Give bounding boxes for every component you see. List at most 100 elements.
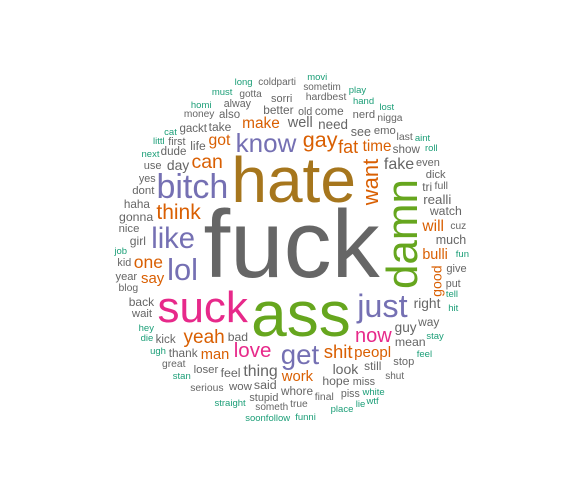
cloud-word-still: still xyxy=(364,358,382,373)
cloud-word-can: can xyxy=(191,150,223,173)
cloud-word-sometim: sometim xyxy=(303,81,341,93)
cloud-word-homi: homi xyxy=(190,99,212,111)
cloud-word-watch: watch xyxy=(429,204,462,219)
cloud-word-play: play xyxy=(348,84,367,96)
cloud-word-work: work xyxy=(281,368,314,385)
cloud-word-gackt: gackt xyxy=(179,123,207,136)
cloud-word-last: last xyxy=(396,130,413,143)
cloud-word-good: good xyxy=(429,265,446,297)
cloud-word-now: now xyxy=(355,324,392,347)
cloud-word-love: love xyxy=(233,339,272,363)
cloud-word-better: better xyxy=(263,102,294,117)
cloud-word-said: said xyxy=(253,377,277,392)
cloud-word-wtf: wtf xyxy=(366,396,379,408)
cloud-word-nerd: nerd xyxy=(352,108,376,121)
cloud-word-gotta: gotta xyxy=(239,88,262,100)
cloud-word-die: die xyxy=(140,333,154,345)
cloud-word-wow: wow xyxy=(228,381,252,393)
cloud-word-girl: girl xyxy=(129,233,146,248)
cloud-word-feel: feel xyxy=(220,365,241,380)
cloud-word-year: year xyxy=(115,270,138,283)
cloud-word-much: much xyxy=(435,233,467,248)
cloud-word-hope: hope xyxy=(322,374,350,389)
cloud-word-get: get xyxy=(280,339,320,371)
cloud-word-got: got xyxy=(208,131,231,149)
cloud-word-final: final xyxy=(314,391,334,403)
cloud-word-right: right xyxy=(413,295,441,311)
cloud-word-old: old xyxy=(298,106,313,119)
cloud-word-will: will xyxy=(422,218,445,236)
cloud-word-kick: kick xyxy=(155,332,176,346)
cloud-word-well: well xyxy=(287,115,313,132)
cloud-word-way: way xyxy=(418,314,440,329)
cloud-word-bitch: bitch xyxy=(156,168,229,207)
cloud-word-gonna: gonna xyxy=(118,209,154,224)
cloud-word-piss: piss xyxy=(340,387,360,400)
cloud-word-think: think xyxy=(156,200,201,224)
cloud-word-take: take xyxy=(208,119,232,134)
cloud-word-thing: thing xyxy=(243,362,278,380)
cloud-word-hey: hey xyxy=(138,323,154,335)
cloud-word-just: just xyxy=(357,287,408,324)
cloud-word-time: time xyxy=(362,138,392,156)
cloud-word-dude: dude xyxy=(160,146,187,159)
cloud-word-whore: whore xyxy=(281,384,313,398)
cloud-word-cat: cat xyxy=(164,127,177,139)
cloud-word-come: come xyxy=(314,104,344,118)
cloud-word-tri: tri xyxy=(422,180,433,195)
cloud-word-fun: fun xyxy=(455,249,469,261)
cloud-word-nice: nice xyxy=(118,223,140,236)
cloud-word-peopl: peopl xyxy=(354,344,392,362)
cloud-word-damn: damn xyxy=(377,179,427,290)
cloud-word-full: full xyxy=(434,180,448,193)
cloud-word-littl: littl xyxy=(153,135,165,147)
cloud-word-want: want xyxy=(357,158,383,206)
cloud-word-guy: guy xyxy=(394,320,417,336)
cloud-word-sorri: sorri xyxy=(271,93,293,106)
cloud-word-also: also xyxy=(219,109,241,122)
cloud-word-shit: shit xyxy=(323,341,353,363)
cloud-word-gay: gay xyxy=(302,128,338,153)
cloud-word-day: day xyxy=(166,157,190,174)
cloud-word-hate: hate xyxy=(231,143,356,216)
cloud-word-aint: aint xyxy=(414,133,431,145)
cloud-word-bad: bad xyxy=(227,330,249,345)
cloud-word-yes: yes xyxy=(138,173,156,186)
cloud-word-realli: realli xyxy=(423,191,452,207)
cloud-word-blog: blog xyxy=(118,283,139,295)
cloud-word-life: life xyxy=(190,138,206,153)
cloud-word-yeah: yeah xyxy=(183,326,225,348)
cloud-word-feel: feel xyxy=(416,348,433,360)
cloud-word-hand: hand xyxy=(352,96,375,108)
cloud-word-give: give xyxy=(446,262,467,275)
cloud-word-put: put xyxy=(445,277,461,290)
cloud-word-show: show xyxy=(392,142,420,156)
cloud-word-fuck: fuck xyxy=(203,191,380,299)
cloud-word-movi: movi xyxy=(307,72,328,84)
cloud-word-miss: miss xyxy=(352,375,376,388)
cloud-word-wait: wait xyxy=(131,307,153,320)
cloud-word-lol: lol xyxy=(167,251,198,287)
cloud-word-job: job xyxy=(114,245,128,257)
cloud-word-straight: straight xyxy=(214,398,246,410)
cloud-word-stupid: stupid xyxy=(249,392,279,405)
cloud-word-lie: lie xyxy=(355,399,366,411)
cloud-word-serious: serious xyxy=(190,382,224,394)
cloud-word-true: true xyxy=(290,398,308,410)
cloud-word-first: first xyxy=(168,135,186,148)
cloud-word-bulli: bulli xyxy=(422,246,448,263)
cloud-word-long: long xyxy=(234,77,253,89)
cloud-word-must: must xyxy=(211,86,233,98)
cloud-word-soonfollow: soonfollow xyxy=(245,413,291,425)
cloud-word-know: know xyxy=(235,128,297,159)
cloud-word-tell: tell xyxy=(445,289,458,301)
cloud-word-need: need xyxy=(318,116,349,132)
cloud-word-coldparti: coldparti xyxy=(258,77,296,89)
cloud-word-see: see xyxy=(350,124,371,139)
cloud-word-emo: emo xyxy=(373,125,396,138)
cloud-word-alway: alway xyxy=(223,97,251,110)
cloud-word-shut: shut xyxy=(385,370,405,382)
cloud-word-hardbest: hardbest xyxy=(305,91,347,103)
cloud-word-place: place xyxy=(330,403,354,415)
